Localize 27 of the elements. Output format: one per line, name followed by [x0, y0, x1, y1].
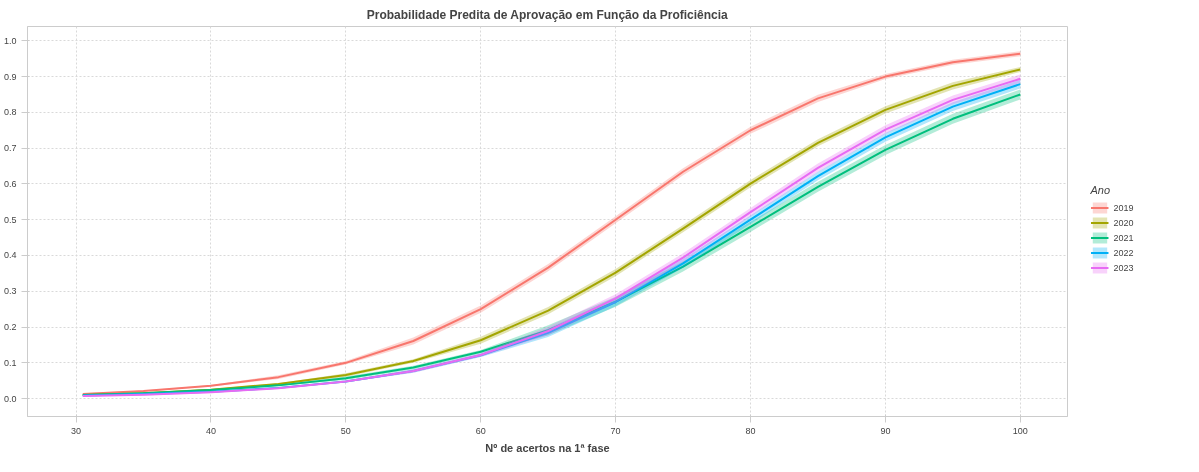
x-tick-label: 70	[610, 425, 621, 436]
legend-label: 2023	[1113, 262, 1134, 273]
x-tick-label: 80	[745, 425, 756, 436]
y-tick-label: 0.4	[3, 250, 17, 261]
legend-label: 2021	[1113, 232, 1134, 243]
y-tick-label: 0.3	[3, 286, 17, 297]
x-tick-label: 100	[1012, 425, 1028, 436]
y-tick-label: 0.2	[3, 322, 17, 333]
y-tick-label: 1.0	[3, 35, 17, 46]
y-tick-label: 0.9	[3, 71, 17, 82]
y-tick-label: 0.0	[3, 393, 17, 404]
x-tick-label: 50	[340, 425, 351, 436]
chart-title: Probabilidade Predita de Aprovação em Função da Proficiência	[366, 7, 729, 22]
x-tick-label: 90	[880, 425, 891, 436]
legend-label: 2020	[1113, 217, 1134, 228]
x-tick-label: 30	[71, 425, 82, 436]
x-tick-label: 60	[475, 425, 486, 436]
y-tick-label: 0.1	[3, 357, 17, 368]
y-tick-label: 0.5	[3, 214, 17, 225]
x-axis-title: Nº de acertos na 1ª fase	[485, 441, 610, 454]
y-tick-label: 0.7	[3, 143, 17, 154]
y-tick-label: 0.6	[3, 178, 17, 189]
y-tick-label: 0.8	[3, 107, 17, 118]
legend-label: 2019	[1113, 202, 1134, 213]
x-tick-label: 40	[205, 425, 216, 436]
legend-label: 2022	[1113, 247, 1134, 258]
legend-title: Ano	[1090, 183, 1112, 196]
